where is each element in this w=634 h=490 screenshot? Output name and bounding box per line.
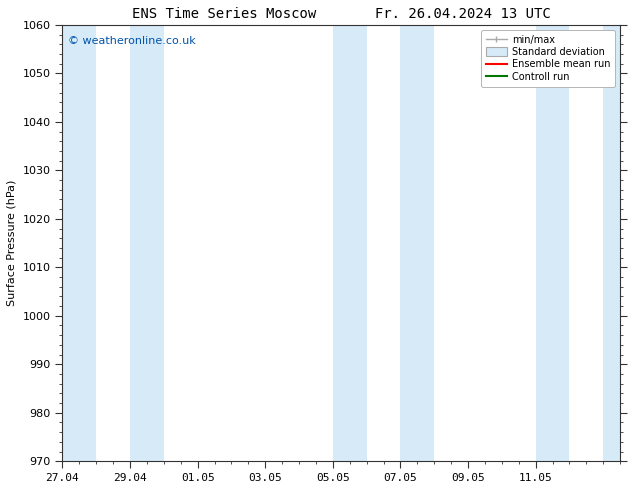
- Bar: [603, 25, 634, 461]
- Bar: [62, 25, 96, 461]
- Text: © weatheronline.co.uk: © weatheronline.co.uk: [68, 36, 196, 46]
- Y-axis label: Surface Pressure (hPa): Surface Pressure (hPa): [7, 180, 17, 306]
- Bar: [536, 25, 569, 461]
- Title: ENS Time Series Moscow       Fr. 26.04.2024 13 UTC: ENS Time Series Moscow Fr. 26.04.2024 13…: [132, 7, 551, 21]
- Bar: [333, 25, 366, 461]
- Legend: min/max, Standard deviation, Ensemble mean run, Controll run: min/max, Standard deviation, Ensemble me…: [481, 30, 615, 87]
- Bar: [130, 25, 164, 461]
- Bar: [401, 25, 434, 461]
